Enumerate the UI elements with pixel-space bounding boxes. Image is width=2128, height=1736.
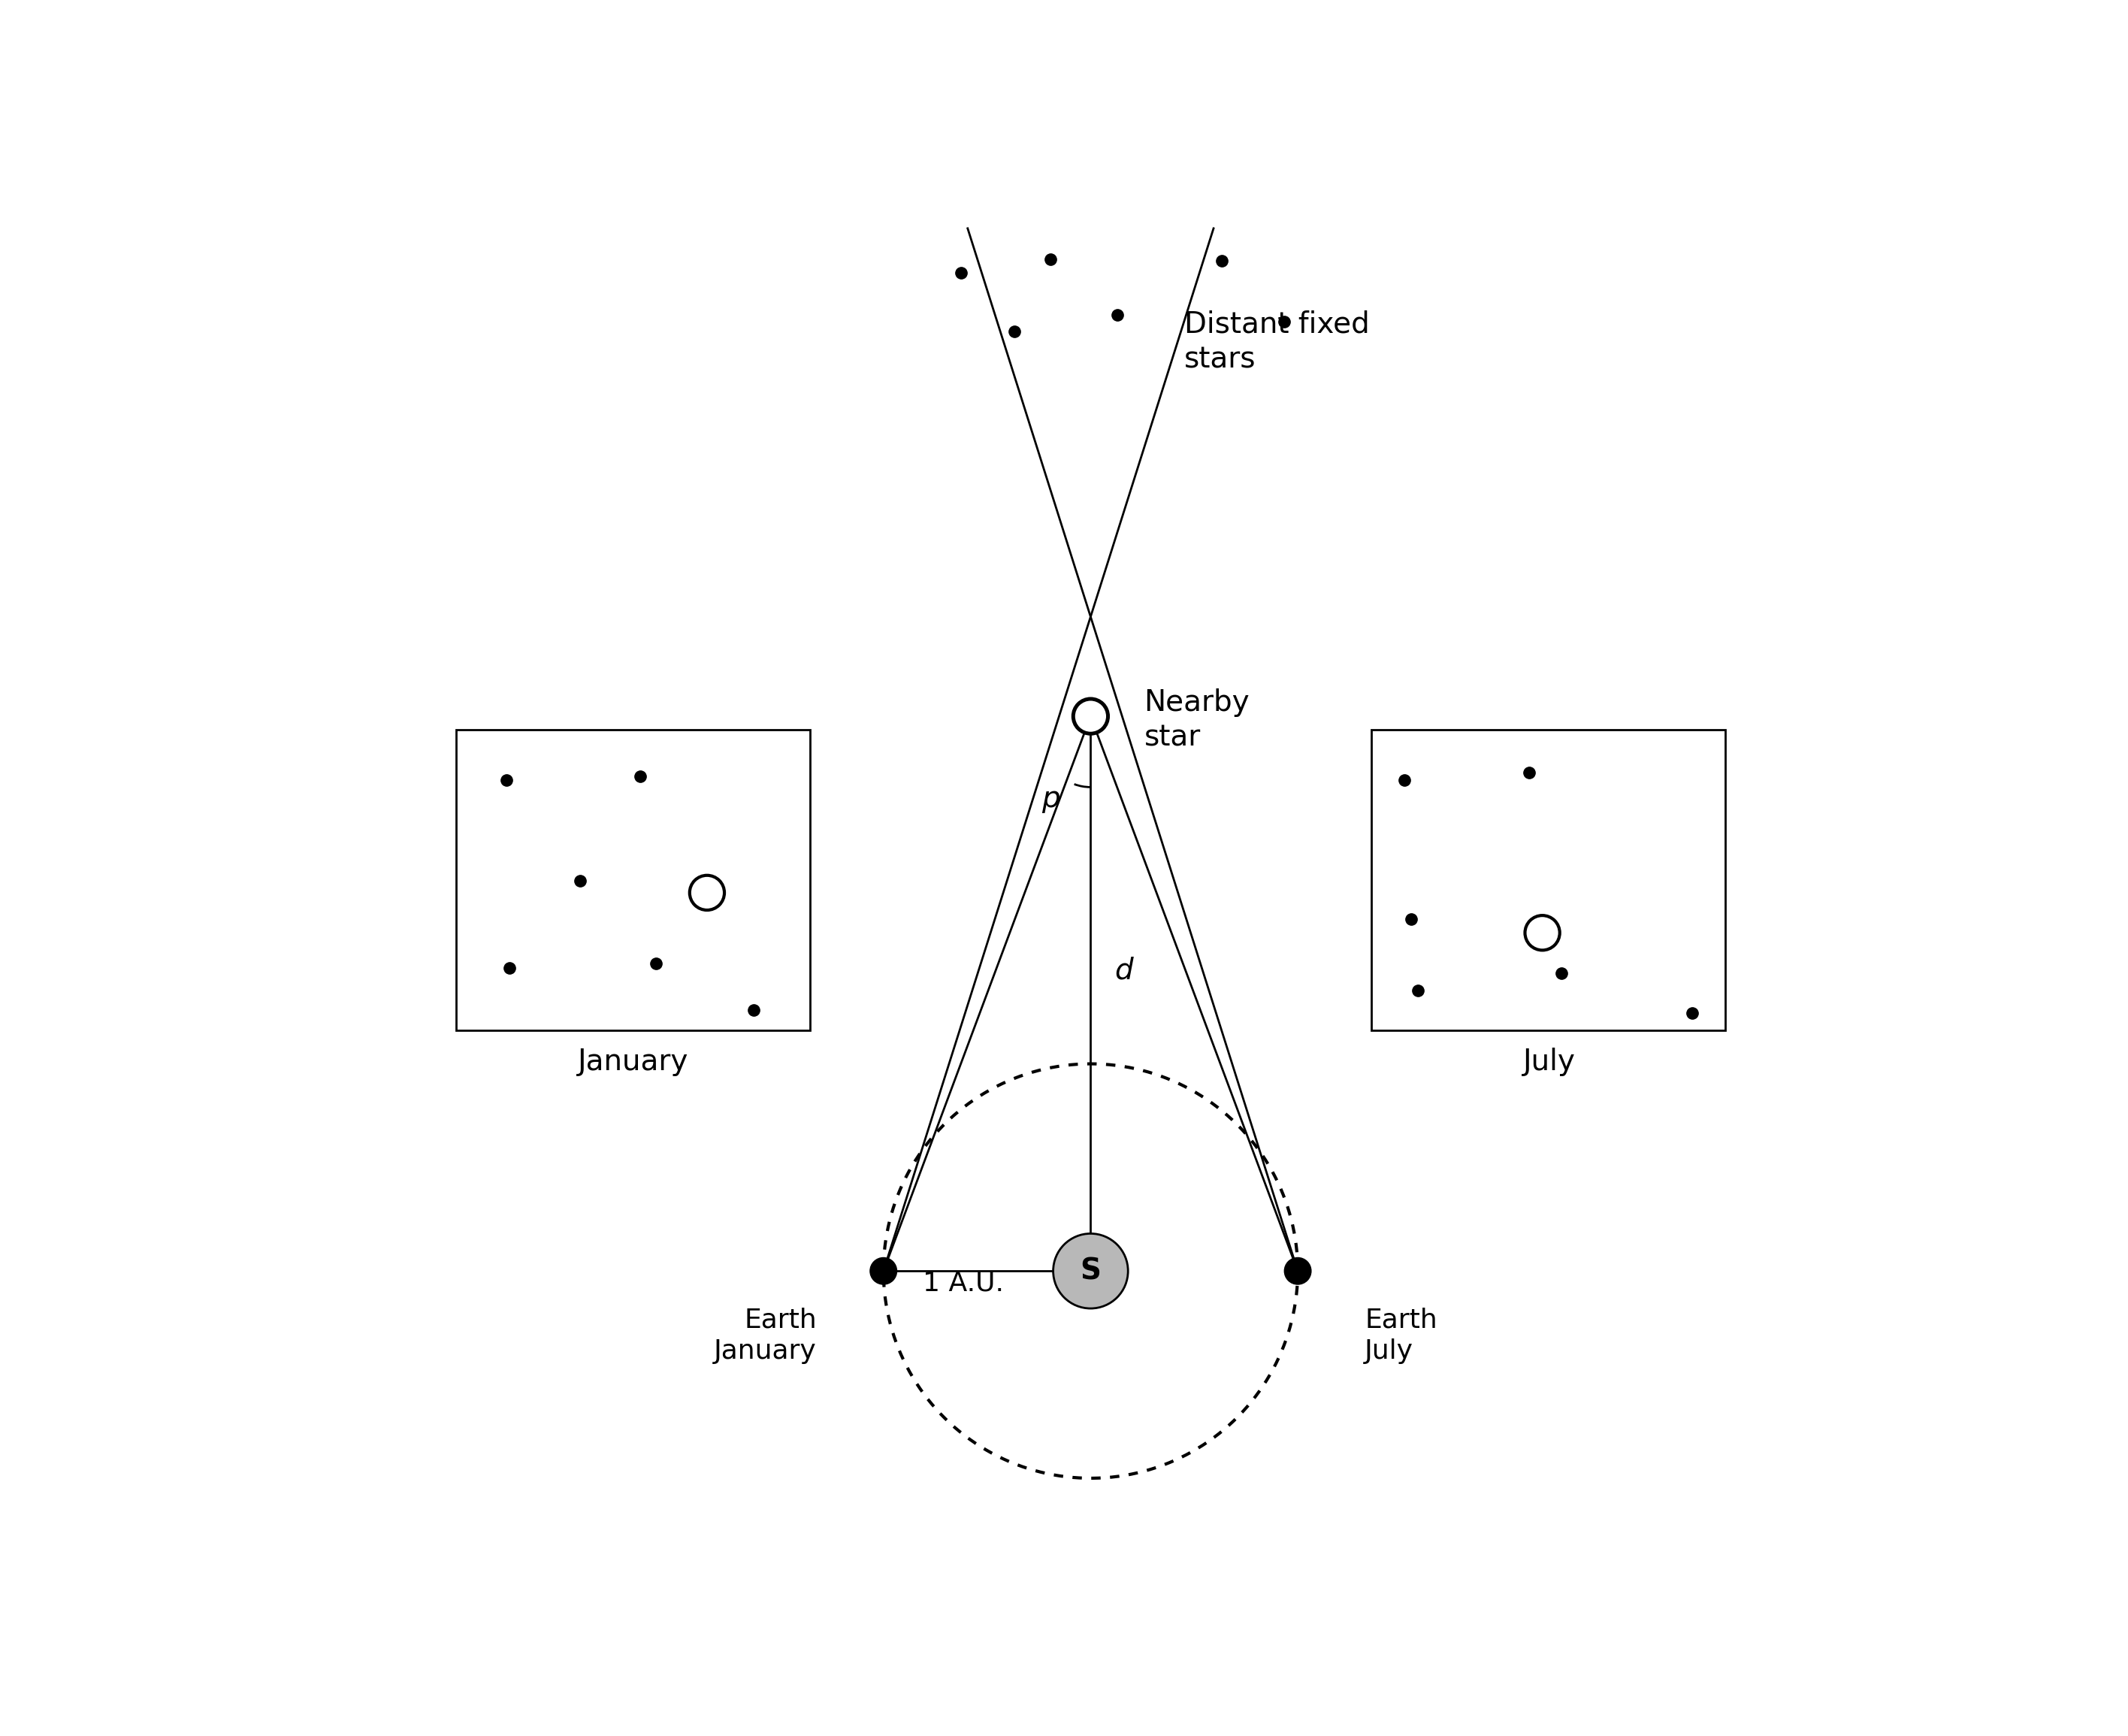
Text: p: p — [1041, 785, 1060, 814]
Bar — [1370, 729, 1726, 1031]
Bar — [455, 729, 811, 1031]
Text: d: d — [1115, 957, 1134, 984]
Text: Earth
July: Earth July — [1364, 1307, 1436, 1364]
Text: Nearby
star: Nearby star — [1145, 689, 1249, 752]
Text: 1 A.U.: 1 A.U. — [924, 1271, 1004, 1295]
Circle shape — [1073, 700, 1109, 734]
Text: July: July — [1524, 1049, 1575, 1076]
Text: January: January — [579, 1049, 689, 1076]
Circle shape — [1053, 1234, 1128, 1309]
Circle shape — [1285, 1257, 1311, 1285]
Text: S: S — [1081, 1257, 1100, 1285]
Circle shape — [1526, 915, 1560, 950]
Text: Distant fixed
stars: Distant fixed stars — [1183, 311, 1370, 373]
Circle shape — [689, 875, 724, 910]
Text: Earth
January: Earth January — [713, 1307, 817, 1364]
Circle shape — [870, 1257, 896, 1285]
